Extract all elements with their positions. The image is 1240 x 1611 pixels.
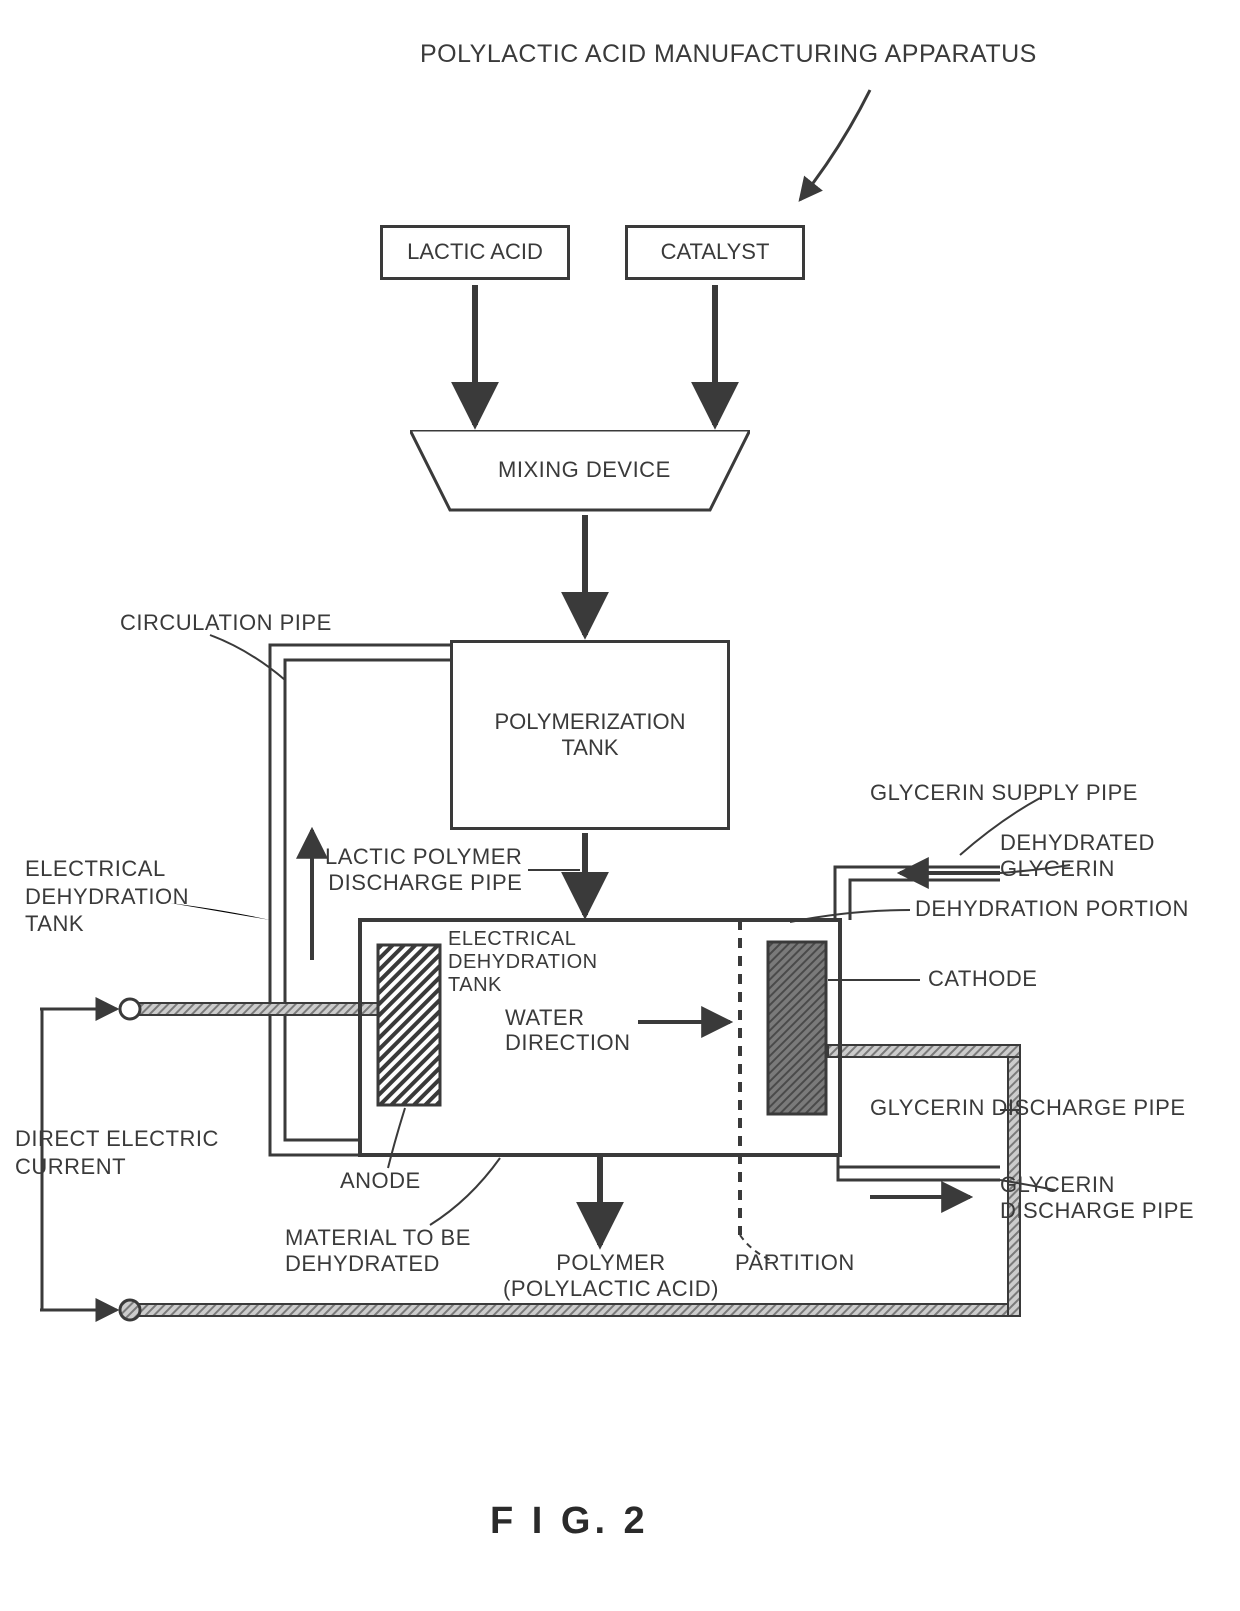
- glycerin-discharge-pipe-label-2: GLYCERIN DISCHARGE PIPE: [1000, 1172, 1194, 1225]
- cathode-label: CATHODE: [928, 966, 1037, 992]
- dehydration-portion-label: DEHYDRATION PORTION: [915, 896, 1189, 922]
- catalyst-box: CATALYST: [625, 225, 805, 280]
- glycerin-discharge-pipe-label-1: GLYCERIN DISCHARGE PIPE: [870, 1095, 1186, 1121]
- water-direction-label: WATER DIRECTION: [505, 1005, 631, 1056]
- lactic-acid-box: LACTIC ACID: [380, 225, 570, 280]
- polymerization-tank-box: POLYMERIZATION TANK: [450, 640, 730, 830]
- electrical-dehydration-tank-inside-label: ELECTRICAL DEHYDRATION TANK: [448, 928, 598, 997]
- glycerin-supply-pipe-label: GLYCERIN SUPPLY PIPE: [870, 780, 1138, 806]
- electrical-dehydration-tank-side-label: ELECTRICAL DEHYDRATION TANK: [25, 855, 189, 938]
- anode-label: ANODE: [340, 1168, 421, 1194]
- title-label: POLYLACTIC ACID MANUFACTURING APPARATUS: [420, 40, 1037, 69]
- lactic-polymer-discharge-pipe-label: LACTIC POLYMER DISCHARGE PIPE: [325, 844, 522, 897]
- partition-label: PARTITION: [735, 1250, 855, 1276]
- mixing-device-label: MIXING DEVICE: [498, 457, 671, 483]
- circulation-pipe-label: CIRCULATION PIPE: [120, 610, 332, 636]
- dehydrated-glycerin-label: DEHYDRATED GLYCERIN: [1000, 830, 1155, 883]
- direct-electric-current-label: DIRECT ELECTRIC CURRENT: [15, 1125, 219, 1180]
- figure-caption: F I G. 2: [490, 1500, 649, 1543]
- polymer-out-label: POLYMER (POLYLACTIC ACID): [503, 1250, 719, 1303]
- material-to-be-dehydrated-label: MATERIAL TO BE DEHYDRATED: [285, 1225, 471, 1278]
